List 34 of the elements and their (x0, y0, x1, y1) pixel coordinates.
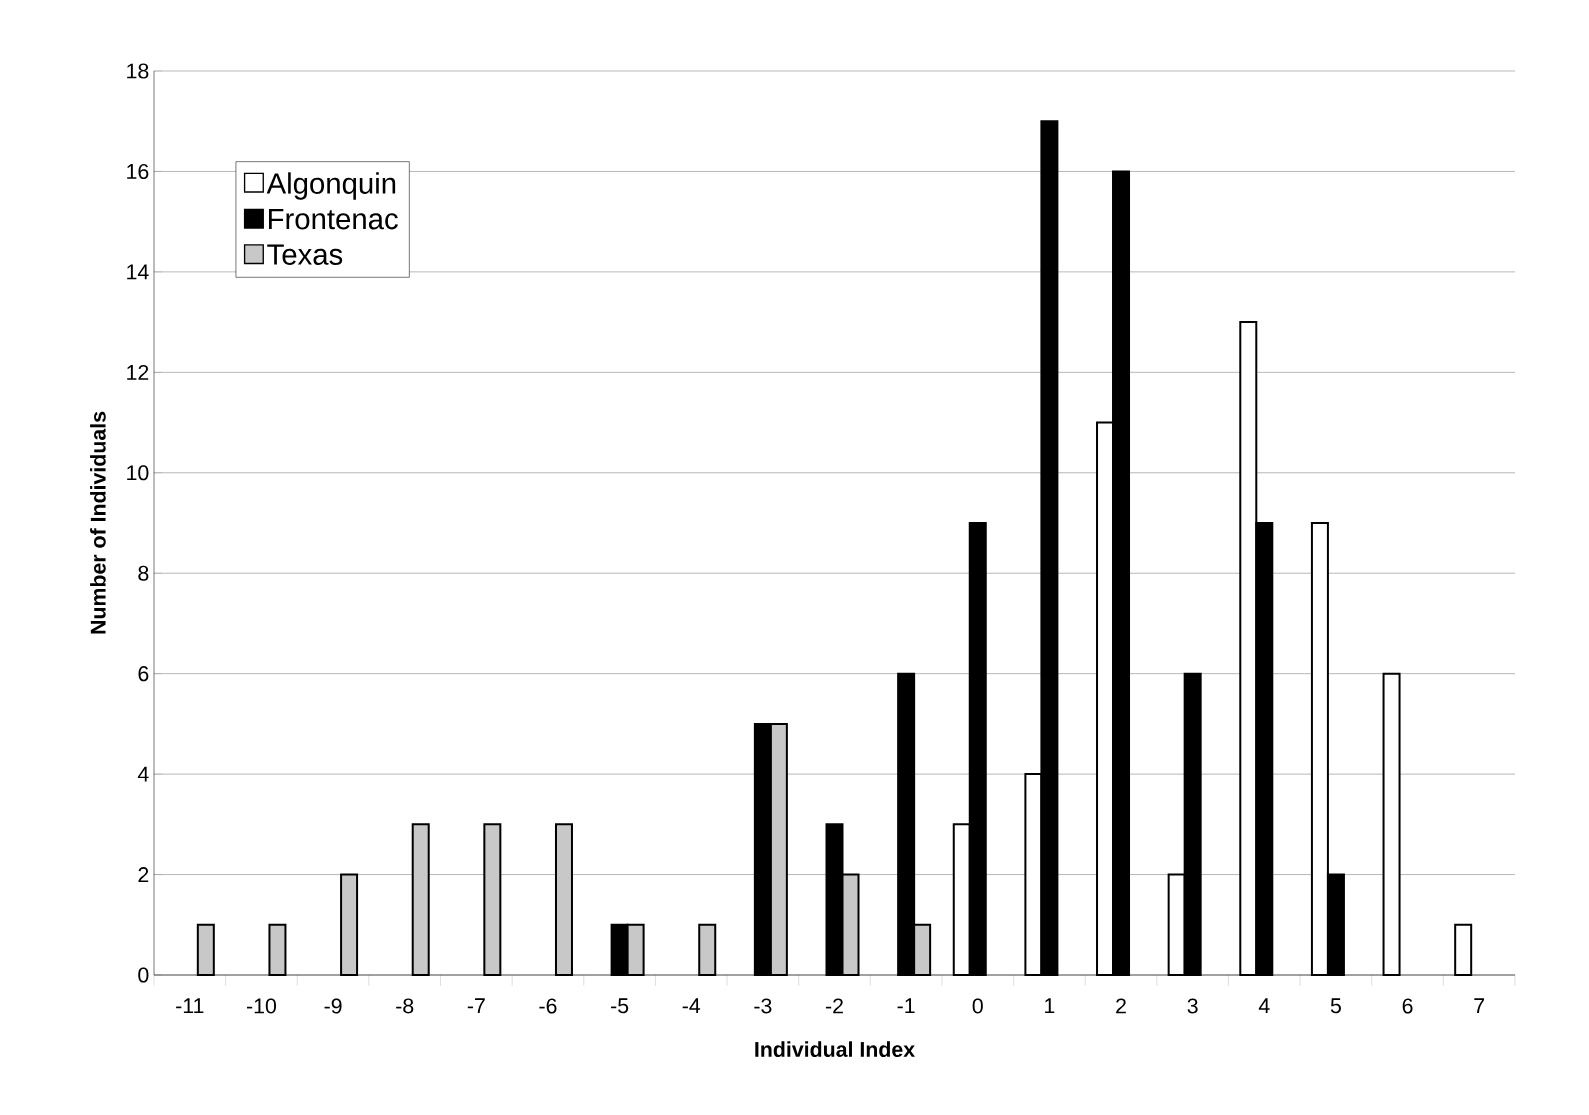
y-tick-label: 6 (138, 666, 149, 682)
y-tick-label: 16 (127, 163, 149, 179)
legend-label: Algonquin (266, 172, 396, 200)
y-tick-label: 14 (127, 264, 149, 280)
x-tick-label: -7 (467, 998, 485, 1014)
y-tick-label: 0 (138, 967, 149, 983)
x-tick-label: -1 (897, 998, 915, 1014)
x-tick-label: -2 (825, 998, 843, 1014)
x-tick-label: -11 (176, 998, 204, 1014)
x-tick-label: -9 (324, 998, 342, 1014)
x-tick-label: -8 (396, 998, 414, 1014)
x-tick-label: -3 (754, 998, 772, 1014)
y-tick-label: 10 (127, 465, 149, 481)
y-tick-label: 18 (127, 63, 149, 79)
y-tick-label: 8 (138, 565, 149, 581)
y-tick-label: 2 (138, 867, 149, 882)
y-tick-label: 4 (137, 766, 149, 782)
legend-label: Frontenac (269, 208, 398, 230)
x-tick-label: -6 (539, 998, 557, 1014)
x-tick-label: -10 (246, 998, 277, 1014)
y-tick-label: 12 (127, 364, 149, 380)
x-tick-label: 2 (1116, 998, 1126, 1014)
x-tick-label: 1 (1045, 998, 1055, 1014)
x-tick-label: 5 (1330, 998, 1341, 1014)
x-tick-label: 4 (1258, 998, 1270, 1014)
x-tick-label: 6 (1402, 998, 1413, 1014)
x-axis-title: Individual Index (755, 1041, 915, 1057)
x-tick-label: 3 (1187, 998, 1198, 1014)
x-tick-label: 7 (1474, 998, 1485, 1014)
x-tick-label: 0 (972, 998, 983, 1014)
x-tick-label: -4 (682, 998, 701, 1014)
legend-label: Texas (267, 244, 343, 265)
x-tick-label: -5 (611, 998, 629, 1014)
y-axis-title: Number of Individuals (90, 411, 106, 634)
